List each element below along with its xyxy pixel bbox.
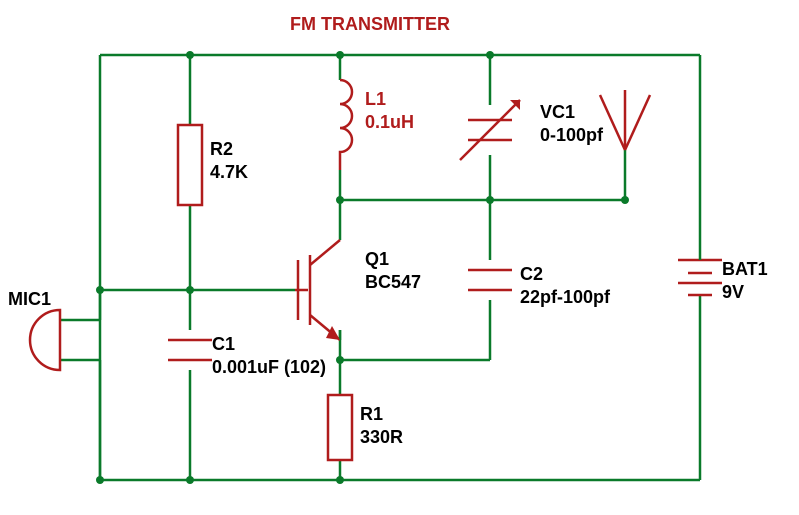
label-vc1-ref: VC1 bbox=[540, 102, 575, 122]
label-q1-ref: Q1 bbox=[365, 249, 389, 269]
label-q1-val: BC547 bbox=[365, 272, 421, 292]
label-r1-ref: R1 bbox=[360, 404, 383, 424]
label-vc1-val: 0-100pf bbox=[540, 125, 604, 145]
node-r2-top bbox=[186, 51, 194, 59]
label-l1-val: 0.1uH bbox=[365, 112, 414, 132]
antenna-icon bbox=[600, 90, 650, 150]
label-r1-val: 330R bbox=[360, 427, 403, 447]
label-l1-ref: L1 bbox=[365, 89, 386, 109]
schematic-canvas: FM TRANSMITTER bbox=[0, 0, 799, 515]
variable-capacitor-vc1 bbox=[460, 100, 520, 160]
label-c1-val: 0.001uF (102) bbox=[212, 357, 326, 377]
node-collector-c2 bbox=[486, 196, 494, 204]
capacitor-c2 bbox=[468, 270, 512, 290]
transistor-q1 bbox=[295, 240, 340, 340]
node-l1-top bbox=[336, 51, 344, 59]
schematic-title: FM TRANSMITTER bbox=[290, 14, 450, 34]
label-c2-ref: C2 bbox=[520, 264, 543, 284]
node-vc1-top bbox=[486, 51, 494, 59]
battery-bat1 bbox=[678, 255, 722, 295]
label-bat1-val: 9V bbox=[722, 282, 744, 302]
resistor-r1 bbox=[328, 395, 352, 460]
label-c2-val: 22pf-100pf bbox=[520, 287, 611, 307]
label-bat1-ref: BAT1 bbox=[722, 259, 768, 279]
node-c1-gnd bbox=[186, 476, 194, 484]
label-r2-val: 4.7K bbox=[210, 162, 248, 182]
node-collector-ant bbox=[621, 196, 629, 204]
inductor-l1 bbox=[340, 80, 352, 170]
node-emitter bbox=[336, 356, 344, 364]
resistor-r2 bbox=[178, 125, 202, 205]
node-left-gnd bbox=[96, 476, 104, 484]
label-r2-ref: R2 bbox=[210, 139, 233, 159]
microphone-mic1 bbox=[30, 310, 60, 370]
node-collector-l1 bbox=[336, 196, 344, 204]
label-c1-ref: C1 bbox=[212, 334, 235, 354]
label-mic1-ref: MIC1 bbox=[8, 289, 51, 309]
node-base-left bbox=[96, 286, 104, 294]
node-base-r2c1 bbox=[186, 286, 194, 294]
capacitor-c1 bbox=[168, 340, 212, 360]
node-r1-gnd bbox=[336, 476, 344, 484]
